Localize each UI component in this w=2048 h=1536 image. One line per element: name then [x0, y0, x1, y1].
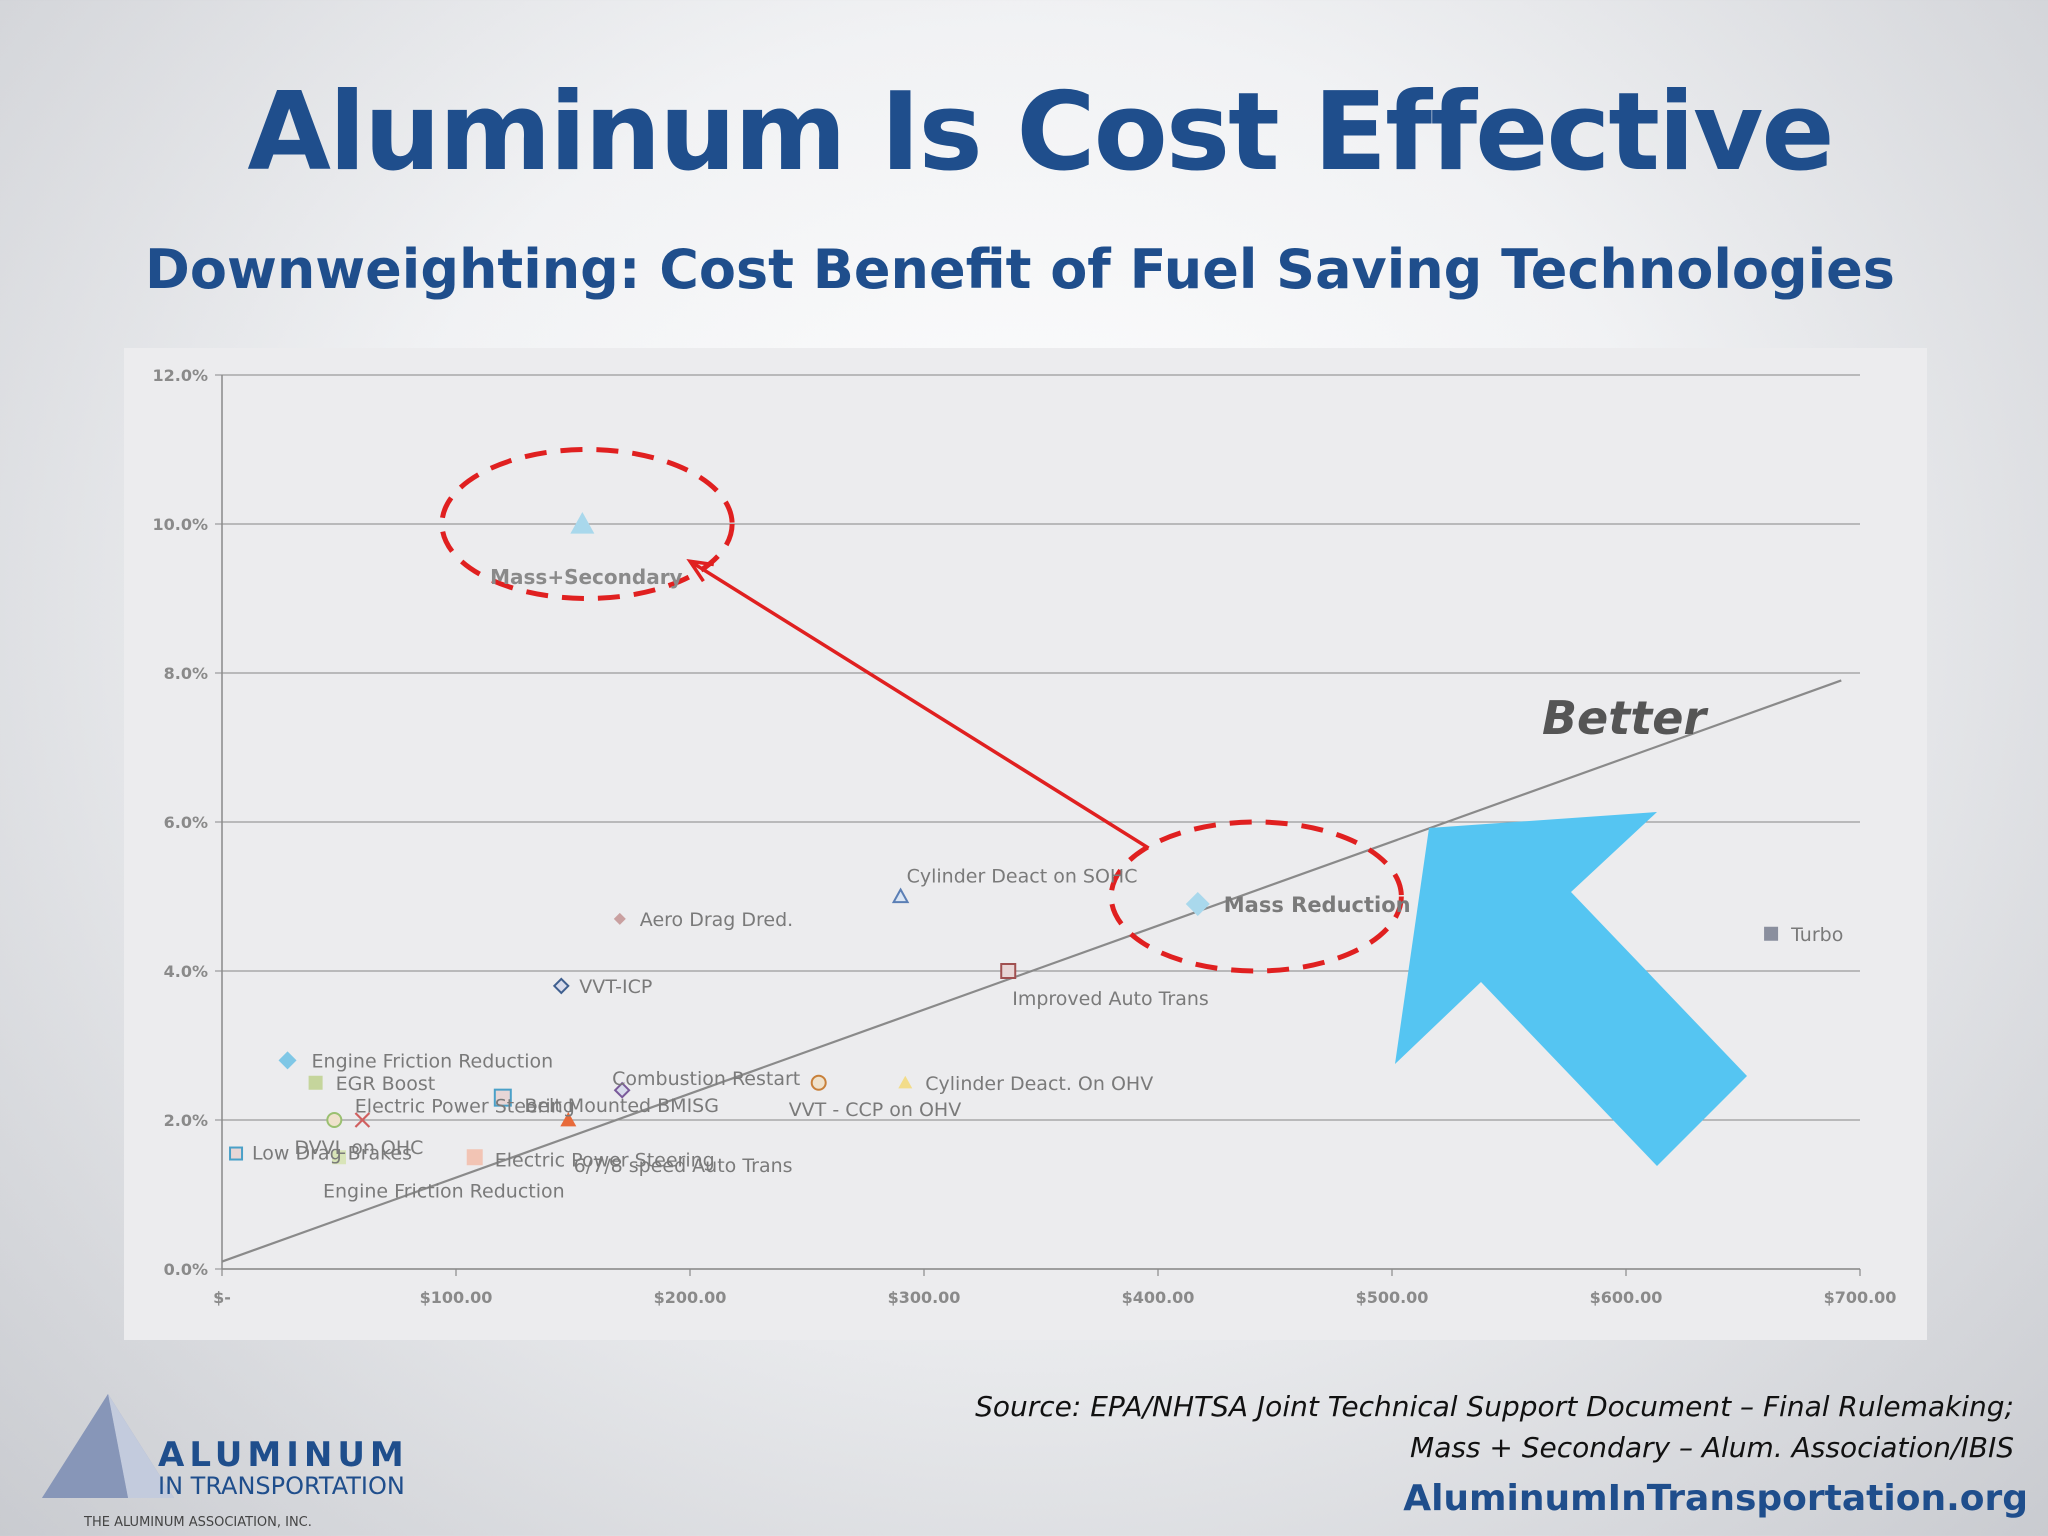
scatter-chart: 0.0% 2.0% 4.0% 6.0% 8.0% 10.0% 12.0% $- $100.00 $…	[152, 366, 1896, 1307]
better-arrow-icon	[1395, 812, 1747, 1166]
data-label-2: Cylinder Deact on SOHC	[907, 866, 1138, 888]
data-point-2	[891, 887, 910, 904]
data-label-6: VVT-ICP	[579, 976, 652, 998]
points-layer	[229, 512, 1779, 1166]
logo-line-3: THE ALUMINUM ASSOCIATION, INC.	[83, 1515, 312, 1530]
x-tick-label-6: $600.00	[1590, 1288, 1663, 1307]
y-tick-label-1: 2.0%	[164, 1111, 208, 1130]
data-label-9: Combustion Restart	[612, 1068, 800, 1090]
trendline	[221, 679, 1842, 1263]
data-point-19	[332, 1150, 346, 1165]
x-tick-label-4: $400.00	[1122, 1288, 1195, 1307]
x-tick-label-7: $700.00	[1824, 1288, 1897, 1307]
y-tick-label-2: 4.0%	[164, 962, 208, 981]
source-note: Source: EPA/NHTSA Joint Technical Suppor…	[975, 1386, 2014, 1468]
data-label-5: Improved Auto Trans	[1012, 988, 1209, 1010]
slide-title: Aluminum Is Cost Effective	[247, 70, 1834, 195]
data-point-3	[613, 912, 626, 925]
data-point-9	[613, 1081, 631, 1099]
y-tick-label-3: 6.0%	[164, 813, 208, 832]
data-label-7: Engine Friction Reduction	[312, 1050, 554, 1072]
data-point-7	[278, 1051, 297, 1070]
data-point-6	[552, 977, 570, 995]
x-tick-label-0: $-	[213, 1288, 231, 1307]
slide-subtitle: Downweighting: Cost Benefit of Fuel Savi…	[145, 238, 1895, 301]
data-label-3: Aero Drag Dred.	[640, 909, 793, 931]
data-point-5	[1000, 963, 1017, 979]
y-tick-label-4: 8.0%	[164, 664, 208, 683]
data-point-1	[1185, 891, 1210, 916]
connector-arrow-head	[686, 558, 715, 583]
data-point-0	[570, 512, 595, 534]
axis-layer: 0.0% 2.0% 4.0% 6.0% 8.0% 10.0% 12.0% $- $100.00 $…	[152, 366, 1896, 1307]
website-url[interactable]: AluminumInTransportation.org	[1403, 1478, 2028, 1519]
source-line-1: Source: EPA/NHTSA Joint Technical Suppor…	[975, 1390, 2014, 1423]
data-point-13	[560, 1112, 577, 1127]
trendline-layer	[221, 679, 1842, 1263]
mass-secondary-highlight-circle	[439, 447, 735, 601]
data-label-17: DVVL on OHC	[294, 1137, 423, 1159]
data-label-0: Mass+Secondary	[490, 565, 682, 589]
data-label-10: Cylinder Deact. On OHV	[925, 1073, 1153, 1095]
mass-reduction-highlight-circle	[1108, 819, 1404, 974]
x-tick-label-1: $100.00	[420, 1288, 493, 1307]
x-tick-label-2: $200.00	[654, 1288, 727, 1307]
data-point-15	[466, 1149, 483, 1166]
data-point-18	[354, 1112, 371, 1128]
data-label-15: Electric Power Steering	[495, 1149, 715, 1171]
data-label-13: Belt Mounted BMISG	[524, 1095, 719, 1117]
data-label-1: Mass Reduction	[1224, 893, 1411, 917]
logo-line-1: ALUMINUM	[158, 1435, 409, 1475]
annotation-layer: Better	[439, 447, 1747, 1166]
data-point-17	[326, 1112, 343, 1128]
aluminum-association-logo: ALUMINUM IN TRANSPORTATION THE ALUMINUM …	[42, 1394, 409, 1530]
better-label: Better	[1542, 691, 1709, 745]
data-point-4	[1764, 926, 1779, 941]
x-tick-label-3: $300.00	[888, 1288, 961, 1307]
data-label-11: VVT - CCP on OHV	[789, 1099, 962, 1121]
data-label-16: Low Drag Brakes	[252, 1143, 412, 1165]
data-point-11	[810, 1074, 827, 1091]
logo-line-2: IN TRANSPORTATION	[158, 1472, 405, 1500]
data-label-14: 6/7/8 speed Auto Trans	[574, 1155, 793, 1177]
data-point-12	[493, 1088, 512, 1107]
data-point-8	[308, 1075, 323, 1090]
labels-layer: Mass+Secondary Mass Reduction Cylinder Dea…	[252, 565, 1843, 1202]
data-label-8: EGR Boost	[336, 1073, 436, 1095]
y-tick-label-5: 10.0%	[152, 515, 208, 534]
pyramid-logo-icon	[42, 1394, 174, 1498]
data-label-19: Engine Friction Reduction	[323, 1180, 565, 1202]
source-line-2: Mass + Secondary – Alum. Association/IBI…	[1410, 1431, 2014, 1464]
y-tick-label-6: 12.0%	[152, 366, 208, 385]
data-point-10	[898, 1075, 913, 1089]
connector-arrow-line	[689, 559, 1150, 850]
grid-layer	[222, 374, 1860, 1270]
data-label-4: Turbo	[1790, 924, 1843, 946]
data-point-16	[229, 1146, 244, 1161]
chart-panel: 0.0% 2.0% 4.0% 6.0% 8.0% 10.0% 12.0% $- $100.00 $…	[124, 348, 1927, 1340]
data-label-12: Electric Power Steering	[355, 1096, 575, 1118]
y-tick-label-0: 0.0%	[164, 1260, 208, 1279]
x-tick-label-5: $500.00	[1356, 1288, 1429, 1307]
